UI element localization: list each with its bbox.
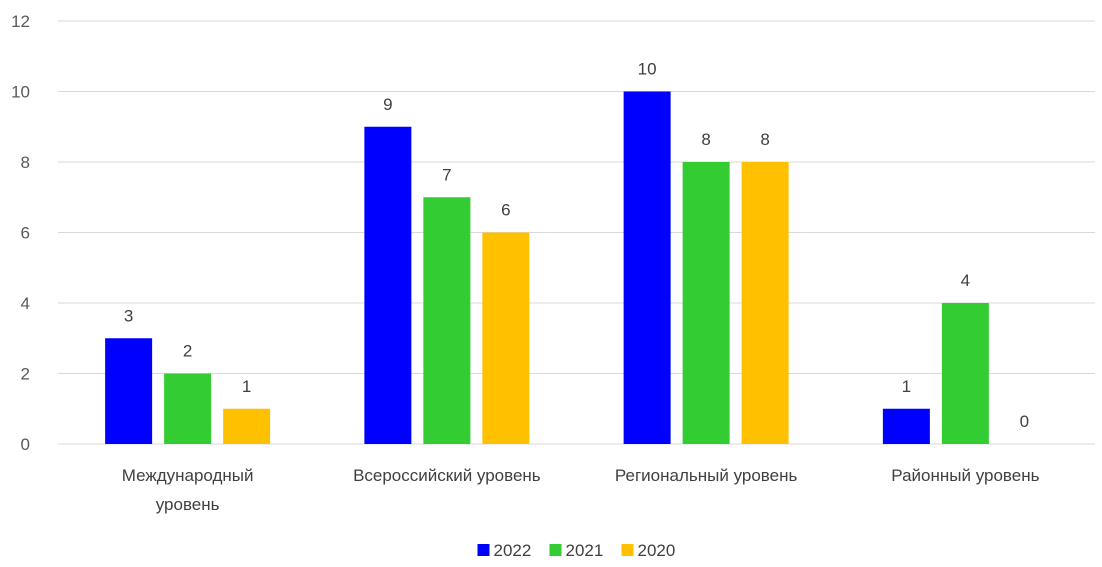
x-category-label: Международный уровень [122, 466, 254, 514]
legend-swatch [477, 544, 490, 556]
data-label: 8 [760, 130, 769, 149]
y-tick-label: 6 [21, 224, 30, 243]
bar-2020 [741, 162, 789, 444]
data-label: 2 [183, 342, 192, 361]
bar-2022 [105, 338, 153, 444]
y-tick-label: 4 [21, 294, 30, 313]
legend-label: 2022 [494, 541, 532, 560]
data-labels: 3 2 1 9 7 6 10 8 8 1 4 0 [124, 60, 1029, 432]
bar-2021 [164, 373, 212, 444]
data-label: 10 [638, 60, 657, 79]
bars [105, 91, 989, 444]
data-label: 1 [902, 377, 911, 396]
data-label: 9 [383, 95, 392, 114]
data-label: 4 [961, 271, 970, 290]
legend-label: 2020 [638, 541, 676, 560]
x-axis: Международный уровень Всероссийский уровен… [122, 466, 1040, 514]
legend-swatch [621, 544, 634, 556]
legend-item-2020: 2020 [621, 541, 676, 560]
data-label: 3 [124, 306, 133, 325]
data-label: 1 [242, 377, 251, 396]
bar-2022 [882, 408, 930, 444]
bar-2021 [682, 162, 730, 444]
gridlines [58, 20, 1095, 445]
x-category-label: Всероссийский уровень [353, 466, 541, 485]
bar-2022 [623, 91, 671, 444]
legend: 2022 2021 2020 [477, 541, 676, 560]
bar-2021 [423, 197, 471, 444]
y-tick-label: 8 [21, 153, 30, 172]
x-category-label: Районный уровень [891, 466, 1039, 485]
legend-item-2022: 2022 [477, 541, 532, 560]
bar-2022 [364, 126, 412, 444]
y-tick-label: 10 [11, 83, 30, 102]
legend-label: 2021 [566, 541, 604, 560]
y-tick-label: 0 [21, 435, 30, 454]
bar-2020 [482, 232, 530, 444]
legend-item-2021: 2021 [549, 541, 604, 560]
bar-2021 [941, 303, 989, 444]
y-axis: 0 2 4 6 8 10 12 [11, 12, 30, 454]
data-label: 7 [442, 165, 451, 184]
data-label: 6 [501, 201, 510, 220]
bar-2020 [223, 408, 271, 444]
data-label: 8 [701, 130, 710, 149]
y-tick-label: 2 [21, 365, 30, 384]
data-label: 0 [1020, 412, 1029, 431]
legend-swatch [549, 544, 562, 556]
y-tick-label: 12 [11, 12, 30, 31]
x-category-label: Региональный уровень [615, 466, 798, 485]
